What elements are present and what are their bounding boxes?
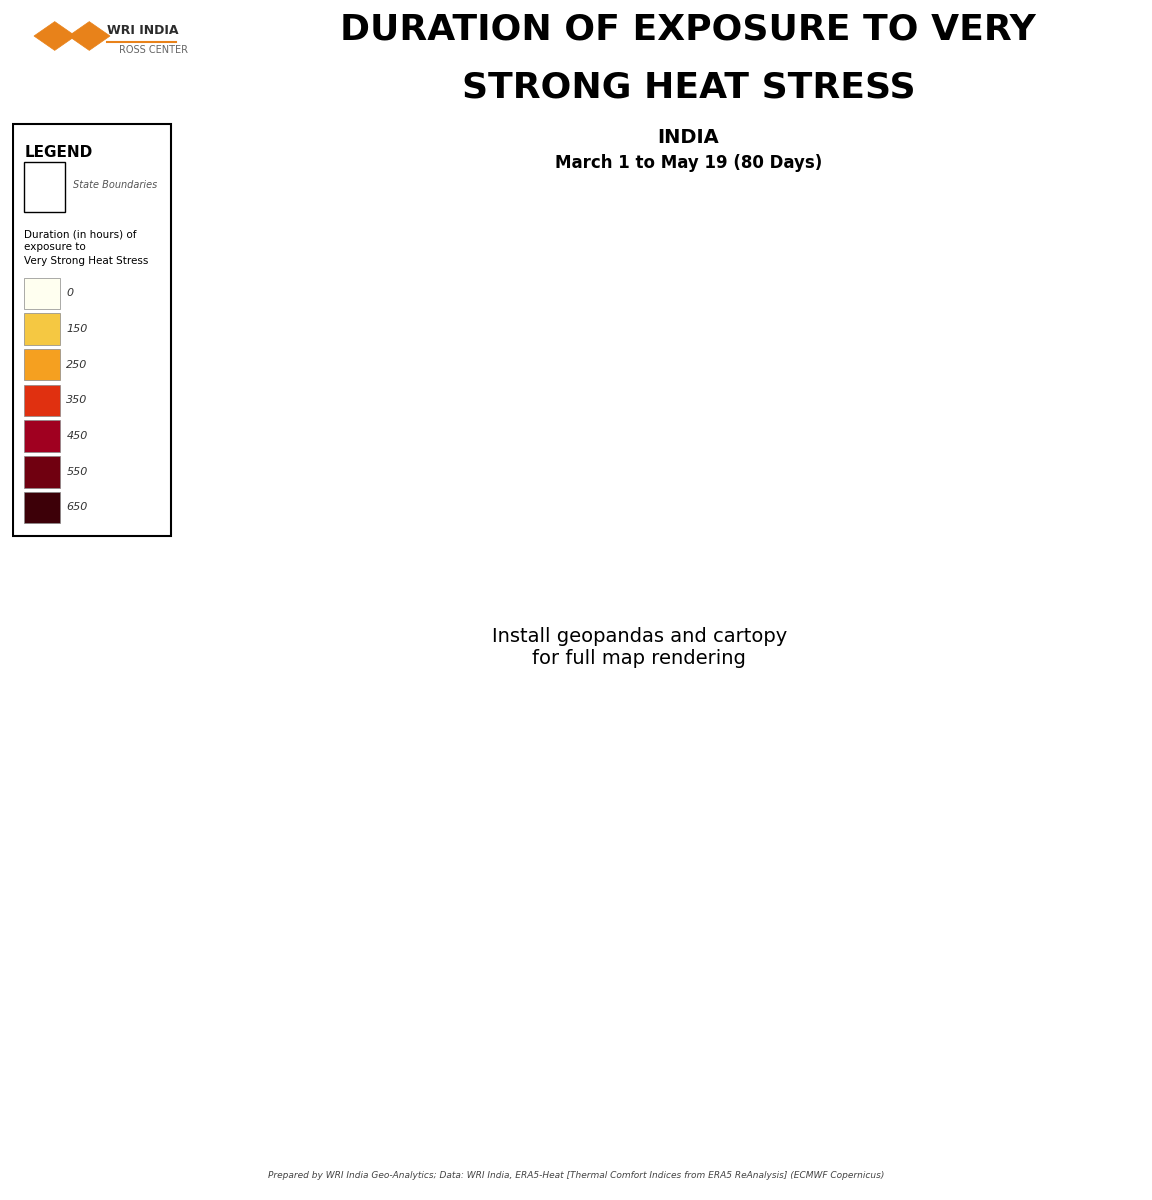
Text: DURATION OF EXPOSURE TO VERY: DURATION OF EXPOSURE TO VERY	[341, 12, 1036, 47]
FancyBboxPatch shape	[24, 313, 60, 344]
Text: 350: 350	[67, 395, 88, 406]
FancyBboxPatch shape	[24, 492, 60, 523]
Text: ROSS CENTER: ROSS CENTER	[119, 46, 188, 55]
Text: March 1 to May 19 (80 Days): March 1 to May 19 (80 Days)	[555, 155, 821, 173]
Text: INDIA: INDIA	[658, 128, 719, 146]
Text: 150: 150	[67, 324, 88, 334]
Text: 0: 0	[67, 288, 74, 299]
Polygon shape	[68, 22, 109, 50]
Text: 550: 550	[67, 467, 88, 476]
Text: Prepared by WRI India Geo-Analytics; Data: WRI India, ERA5-Heat [Thermal Comfort: Prepared by WRI India Geo-Analytics; Dat…	[267, 1171, 885, 1181]
Polygon shape	[33, 22, 75, 50]
Text: LEGEND: LEGEND	[24, 145, 92, 160]
Text: 650: 650	[67, 503, 88, 512]
Text: WRI INDIA: WRI INDIA	[106, 24, 179, 36]
Text: Duration (in hours) of
exposure to
Very Strong Heat Stress: Duration (in hours) of exposure to Very …	[24, 229, 149, 265]
Text: 250: 250	[67, 360, 88, 370]
FancyBboxPatch shape	[24, 349, 60, 380]
FancyBboxPatch shape	[24, 456, 60, 487]
Text: 450: 450	[67, 431, 88, 442]
FancyBboxPatch shape	[24, 420, 60, 451]
FancyBboxPatch shape	[24, 277, 60, 308]
FancyBboxPatch shape	[24, 162, 65, 212]
FancyBboxPatch shape	[24, 384, 60, 416]
Text: State Boundaries: State Boundaries	[73, 180, 157, 190]
Text: Install geopandas and cartopy
for full map rendering: Install geopandas and cartopy for full m…	[492, 628, 787, 668]
Text: STRONG HEAT STRESS: STRONG HEAT STRESS	[462, 70, 915, 104]
FancyBboxPatch shape	[13, 124, 172, 535]
